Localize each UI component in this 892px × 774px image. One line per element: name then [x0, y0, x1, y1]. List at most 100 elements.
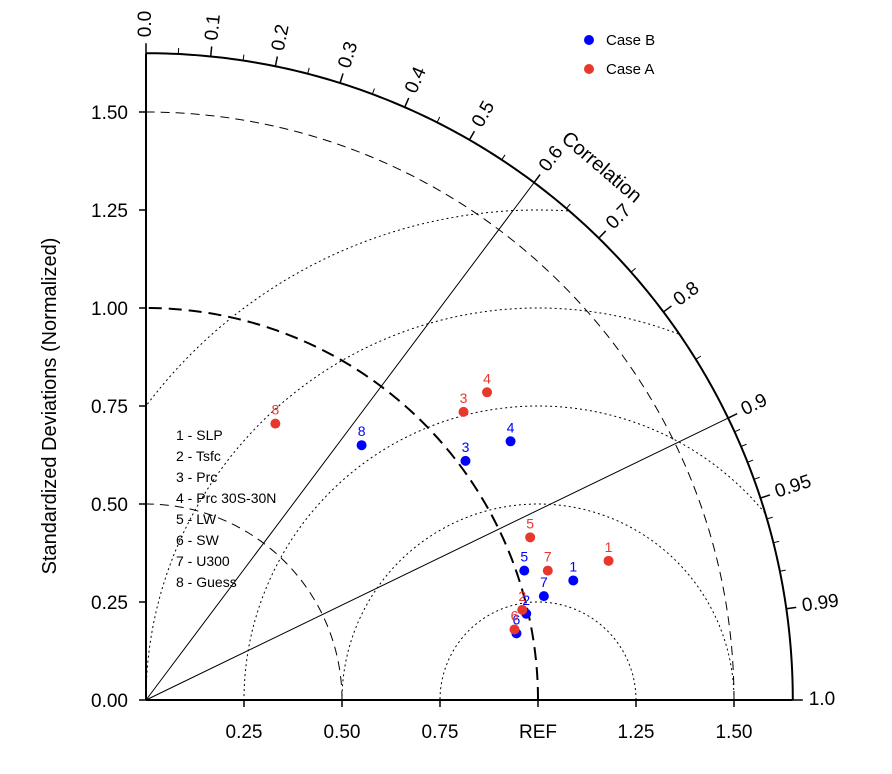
data-point-label: 1 — [605, 539, 613, 555]
variable-key-item: 4 - Prc 30S-30N — [176, 490, 276, 506]
data-point-label: 7 — [540, 574, 548, 590]
rms-circle — [439, 601, 637, 700]
rms-circle — [146, 209, 568, 406]
y-tick-label: 1.00 — [91, 299, 128, 320]
data-point-label: 1 — [569, 558, 577, 574]
correlation-line — [145, 417, 729, 701]
data-point-label: 2 — [522, 592, 530, 608]
data-point — [538, 591, 549, 602]
y-tick-label: 0.50 — [91, 495, 128, 516]
data-point — [519, 565, 530, 576]
variable-key-item: 8 - Guess — [176, 574, 237, 590]
rms-circle — [243, 405, 766, 701]
outer-arc — [145, 52, 794, 701]
y-tick-label: 0.75 — [91, 397, 128, 418]
std-arc — [145, 503, 343, 701]
correlation-minor-tick — [740, 443, 747, 447]
std-arc — [145, 111, 735, 701]
correlation-tick-label: 0.4 — [401, 64, 431, 97]
y-tick-label: 1.50 — [91, 103, 128, 124]
data-point-label: 4 — [507, 419, 515, 435]
x-tick-label: 0.50 — [324, 722, 361, 743]
y-tick-label: 0.25 — [91, 593, 128, 614]
legend: Case B Case A — [584, 32, 655, 78]
legend-label: Case A — [606, 61, 654, 78]
data-point-label: 6 — [511, 607, 519, 623]
x-tick-label: 0.25 — [226, 722, 263, 743]
correlation-minor-tick — [436, 116, 441, 123]
correlation-minor-tick — [747, 459, 754, 463]
correlation-tick-label: 0.2 — [268, 23, 294, 53]
correlation-tick — [786, 606, 797, 610]
correlation-minor-tick — [773, 540, 780, 544]
legend-marker — [584, 64, 594, 74]
data-point-label: 5 — [520, 549, 528, 565]
variable-key-item: 6 - SW — [176, 532, 220, 548]
correlation-tick — [404, 97, 410, 108]
y-tick-label: 0.00 — [91, 691, 128, 712]
correlation-tick-label: 1.0 — [809, 689, 835, 710]
x-tick-label: 1.25 — [618, 722, 655, 743]
legend-label: Case B — [606, 32, 655, 49]
correlation-minor-tick — [753, 476, 760, 480]
correlation-tick-label: 0.1 — [201, 13, 225, 41]
correlation-tick — [274, 56, 279, 67]
correlation-minor-tick — [779, 569, 786, 572]
variable-key-item: 1 - SLP — [176, 427, 223, 443]
x-tick-label: 0.75 — [422, 722, 459, 743]
correlation-tick — [209, 46, 213, 57]
data-point — [603, 555, 614, 566]
correlation-minor-tick — [307, 67, 310, 74]
correlation-tick — [533, 174, 541, 184]
data-point — [482, 387, 493, 398]
correlation-minor-tick — [501, 154, 506, 161]
correlation-tick-label: 0.5 — [468, 98, 499, 131]
correlation-tick — [727, 413, 738, 419]
y-axis-title: Standardized Deviations (Normalized) — [39, 238, 61, 575]
correlation-minor-tick — [242, 54, 245, 61]
data-point — [568, 575, 579, 586]
y-tick-label: 1.25 — [91, 201, 128, 222]
data-point-label: 8 — [358, 423, 366, 439]
variable-key-item: 5 - LW — [176, 511, 217, 527]
data-point-label: 7 — [544, 549, 552, 565]
data-point-label: 2 — [518, 588, 526, 604]
correlation-tick — [760, 494, 771, 499]
correlation-tick — [339, 73, 344, 84]
data-point-label: 8 — [271, 402, 279, 418]
data-point-label: 3 — [460, 390, 468, 406]
correlation-tick-label: 0.95 — [772, 471, 814, 502]
correlation-tick-label: 0.8 — [670, 278, 704, 311]
ref-std-arc — [145, 307, 539, 701]
variable-key: 1 - SLP 2 - Tsfc 3 - Prc 4 - Prc 30S-30N 5 -… — [176, 427, 276, 590]
data-point — [542, 565, 553, 576]
grid-layer — [145, 111, 766, 701]
data-point — [505, 436, 516, 447]
data-point — [458, 406, 469, 417]
correlation-minor-tick — [734, 428, 741, 433]
correlation-tick-label: 0.0 — [135, 11, 156, 37]
variable-key-item: 2 - Tsfc — [176, 448, 221, 464]
data-point — [270, 418, 281, 429]
correlation-tick — [598, 230, 607, 239]
correlation-minor-tick — [695, 355, 702, 360]
x-tick-label: REF — [519, 722, 557, 743]
correlation-tick — [662, 305, 672, 313]
data-point — [509, 624, 520, 635]
correlation-line — [145, 182, 535, 701]
correlation-tick-label: 0.3 — [334, 39, 362, 71]
data-point-label: 6 — [513, 611, 521, 627]
labels-layer: Standardized Deviations (Normalized) Cor… — [39, 127, 646, 574]
correlation-title: Correlation — [557, 127, 646, 207]
data-point — [460, 455, 471, 466]
correlation-tick-label: 0.9 — [738, 390, 771, 420]
correlation-minor-tick — [371, 88, 375, 95]
axes-layer: 0.25 0.50 0.75 REF 1.25 1.500.000.250.500.751… — [91, 11, 840, 743]
rms-circle — [341, 503, 735, 701]
data-point — [356, 440, 367, 451]
correlation-minor-tick — [766, 516, 773, 520]
data-point-label: 3 — [462, 439, 470, 455]
correlation-minor-tick — [566, 203, 571, 209]
x-tick-label: 1.50 — [716, 722, 753, 743]
